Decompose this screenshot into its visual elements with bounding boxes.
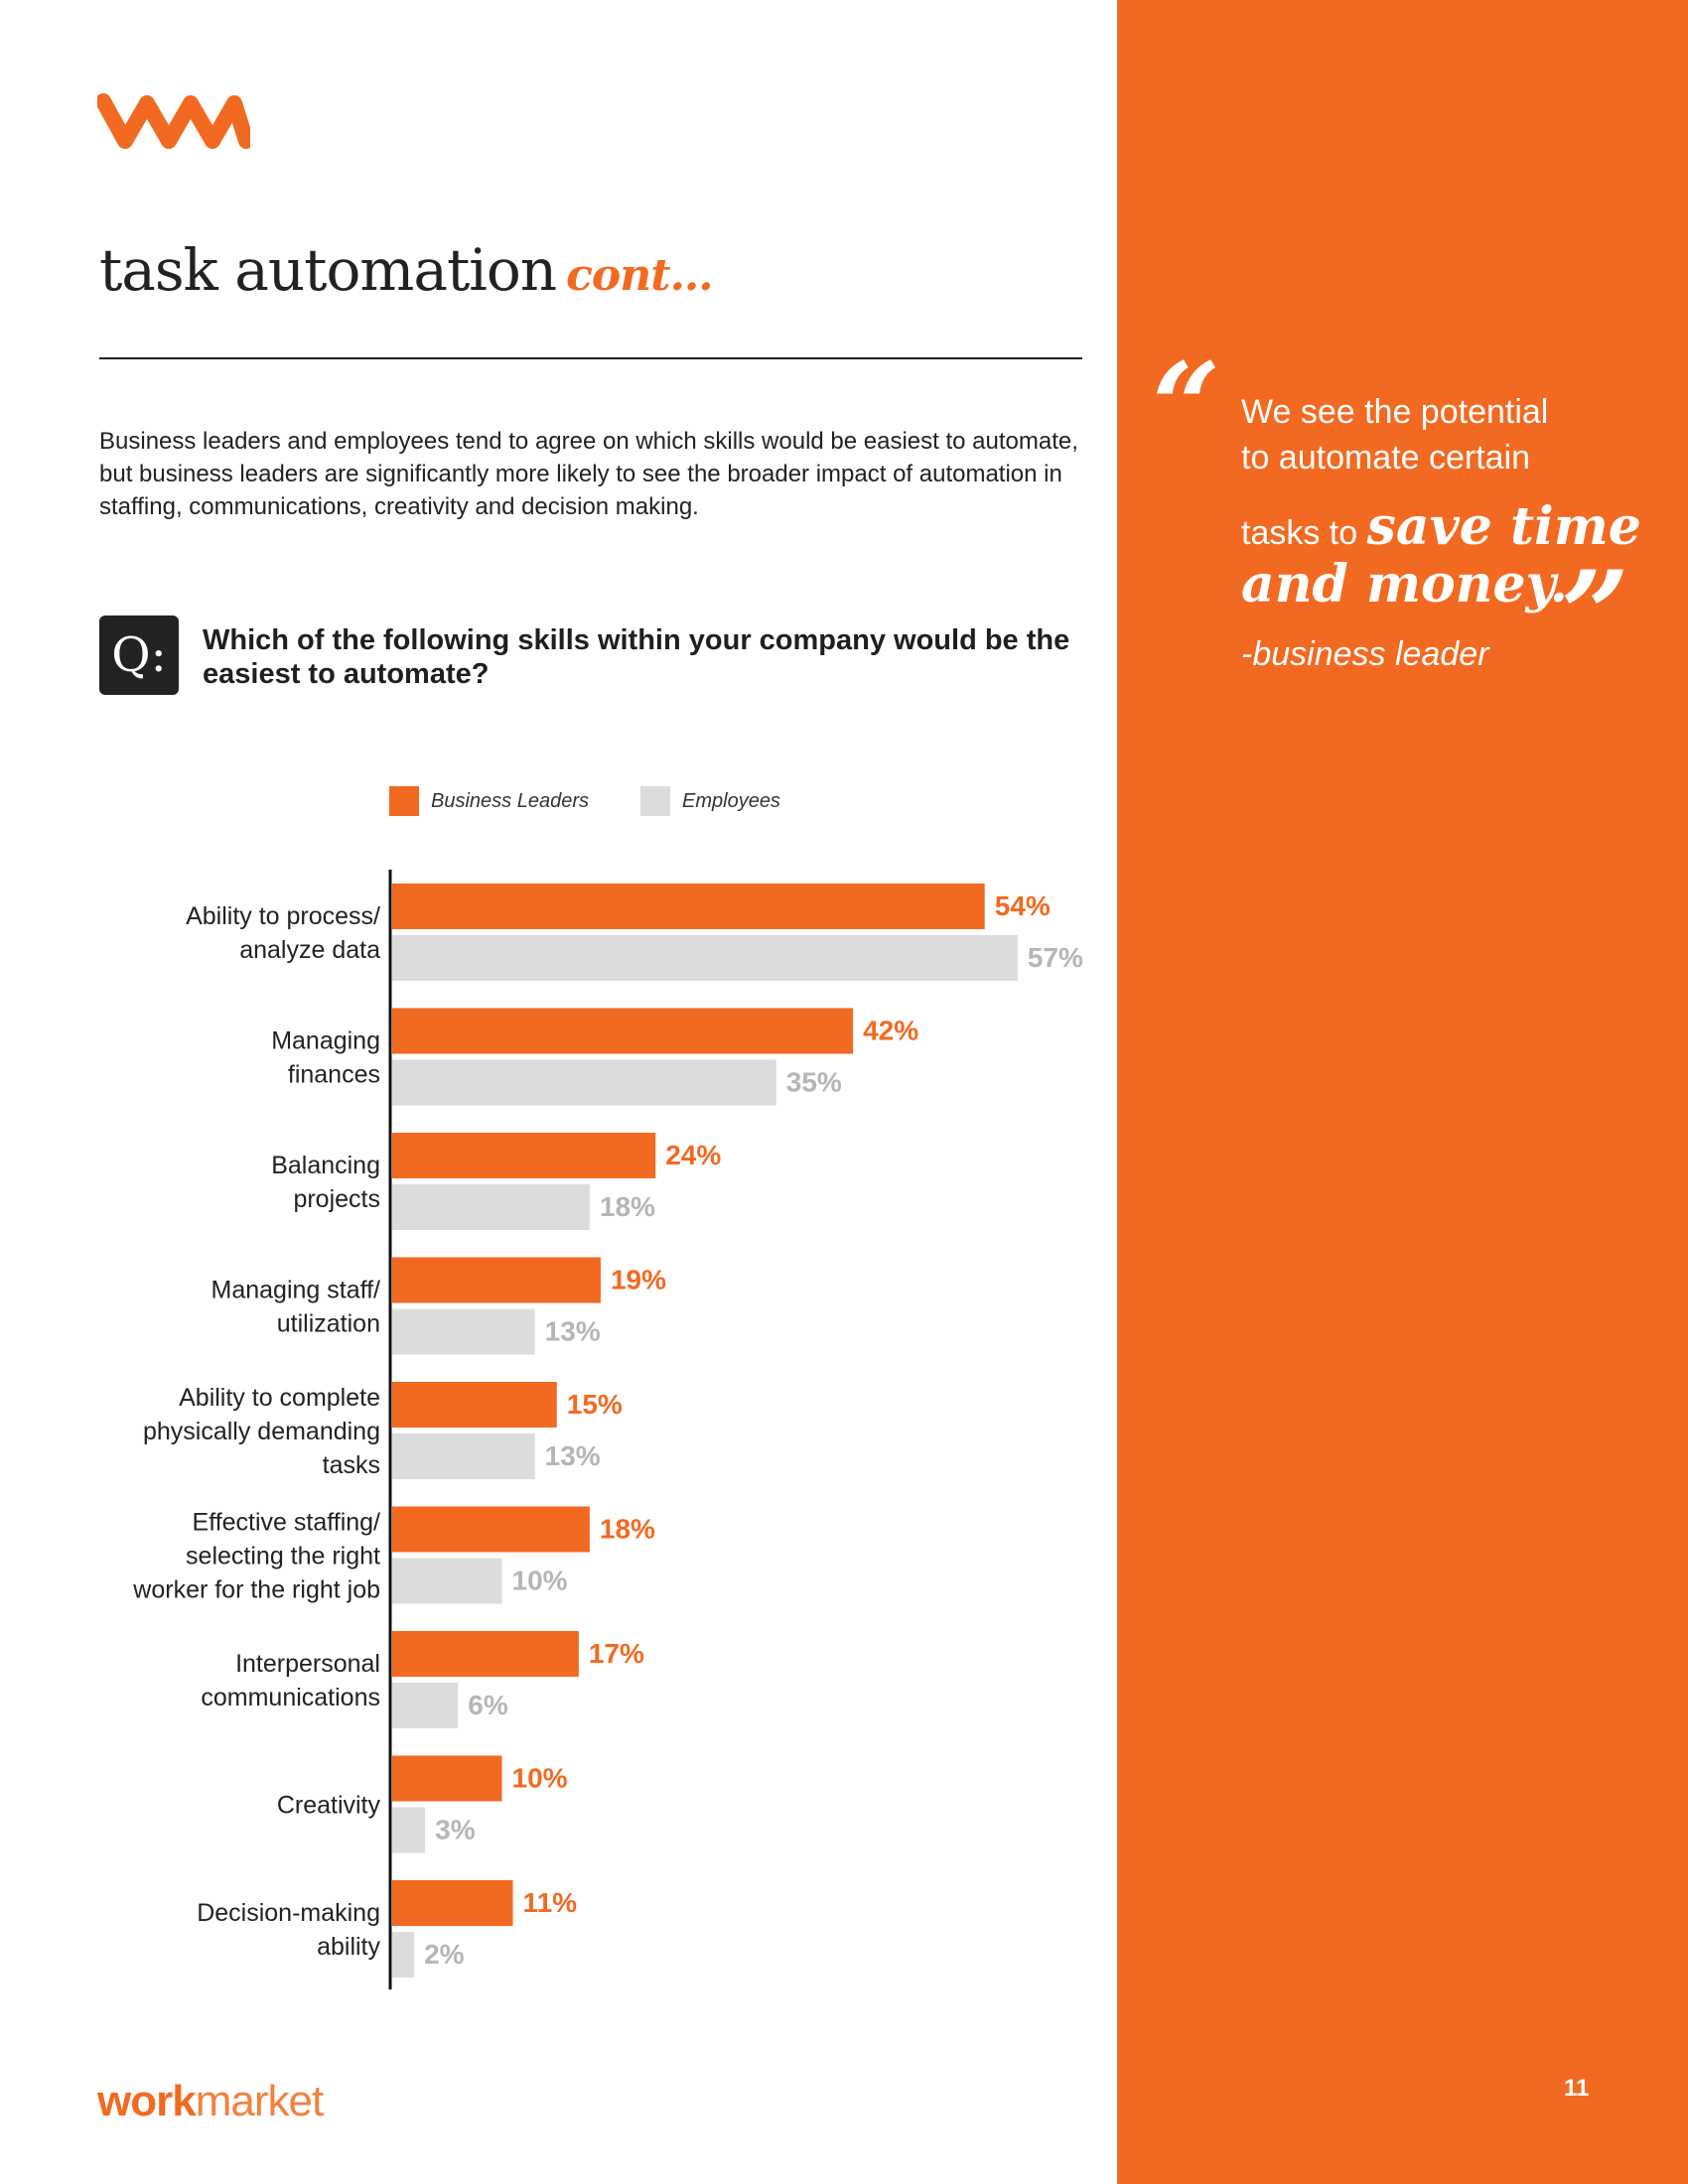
bar-business-leaders xyxy=(392,884,985,929)
category-label: Interpersonal xyxy=(235,1650,380,1678)
bar-employees xyxy=(392,1683,459,1728)
category-label: ability xyxy=(317,1933,380,1961)
data-label-employees: 13% xyxy=(545,1316,601,1347)
category-label: Creativity xyxy=(277,1792,381,1820)
legend-swatch-employees xyxy=(640,786,670,816)
bar-employees xyxy=(392,1932,415,1978)
data-label-employees: 2% xyxy=(424,1939,465,1970)
bar-business-leaders xyxy=(392,1755,502,1802)
data-label-business-leaders: 17% xyxy=(589,1638,644,1669)
close-quote-icon: ” xyxy=(1561,545,1630,685)
category-label: selecting the right xyxy=(186,1543,380,1570)
bar-business-leaders xyxy=(392,1257,601,1303)
legend-label-business-leaders: Business Leaders xyxy=(431,790,589,812)
category-label: Ability to process/ xyxy=(186,902,380,930)
quote-line-3-plain: tasks to xyxy=(1241,514,1358,552)
title-divider xyxy=(99,357,1082,359)
bar-employees xyxy=(392,1558,502,1604)
category-label: Effective staffing/ xyxy=(193,1509,381,1537)
quote-line-4: and money. xyxy=(1241,554,1568,614)
quote-line-3-script: save time xyxy=(1366,496,1641,557)
legend-label-employees: Employees xyxy=(682,790,780,812)
data-label-employees: 6% xyxy=(468,1690,508,1720)
bar-employees xyxy=(392,1308,535,1355)
quote-line-1: We see the potential xyxy=(1241,393,1549,431)
category-label: Decision-making xyxy=(197,1899,380,1927)
quote-attribution: -business leader xyxy=(1241,635,1489,673)
category-label: projects xyxy=(293,1185,380,1213)
bar-employees xyxy=(392,1807,426,1853)
open-quote-icon: “ xyxy=(1152,337,1221,477)
question-text: Which of the following skills within you… xyxy=(203,624,1070,690)
wm-logo-icon xyxy=(97,93,250,149)
category-label: tasks xyxy=(323,1451,380,1479)
data-label-business-leaders: 10% xyxy=(512,1763,568,1794)
bar-business-leaders xyxy=(392,1631,579,1677)
quote-line-2: to automate certain xyxy=(1241,439,1531,477)
category-label: analyze data xyxy=(239,936,380,964)
bar-employees xyxy=(392,1433,535,1479)
quote-line-4-script: and money. xyxy=(1241,554,1568,614)
data-label-business-leaders: 18% xyxy=(600,1514,655,1545)
quote-line-3: tasks to save time xyxy=(1241,496,1641,557)
bar-business-leaders xyxy=(392,1008,854,1054)
category-label: Managing xyxy=(271,1027,380,1055)
category-label: physically demanding xyxy=(143,1418,380,1445)
bar-business-leaders xyxy=(392,1506,590,1553)
bar-chart: 54% 57% Ability to process/analyze data 42%… xyxy=(132,870,1083,1989)
question-badge: Q: xyxy=(99,615,179,695)
data-label-business-leaders: 15% xyxy=(567,1389,623,1420)
data-label-business-leaders: 11% xyxy=(523,1887,578,1918)
data-label-business-leaders: 42% xyxy=(863,1016,918,1046)
orange-sidebar xyxy=(1117,0,1688,2184)
category-label: utilization xyxy=(277,1310,380,1338)
data-label-employees: 10% xyxy=(512,1566,568,1596)
intro-paragraph: Business leaders and employees tend to a… xyxy=(99,428,1078,520)
page-title: task automation cont... xyxy=(99,236,714,304)
workmarket-logo: workmarket xyxy=(97,2077,324,2126)
bar-employees xyxy=(392,1059,776,1106)
category-label: finances xyxy=(288,1061,380,1089)
bar-business-leaders xyxy=(392,1382,557,1428)
data-label-employees: 35% xyxy=(786,1067,842,1098)
category-label: Balancing xyxy=(271,1152,380,1179)
category-label: Managing staff/ xyxy=(211,1277,381,1304)
data-label-employees: 57% xyxy=(1028,942,1083,973)
bar-business-leaders xyxy=(392,1133,656,1178)
brand-bold: work xyxy=(97,2077,197,2125)
bar-employees xyxy=(392,935,1018,981)
title-suffix: cont... xyxy=(566,250,713,301)
legend-swatch-business-leaders xyxy=(389,786,419,816)
bar-employees xyxy=(392,1184,590,1230)
data-label-employees: 18% xyxy=(600,1191,655,1222)
data-label-employees: 3% xyxy=(435,1815,476,1845)
bar-business-leaders xyxy=(392,1880,513,1926)
category-label: worker for the right job xyxy=(132,1576,380,1604)
title-main: task automation xyxy=(99,236,557,304)
page-number: 11 xyxy=(1564,2075,1590,2102)
category-label: communications xyxy=(201,1684,380,1711)
data-label-employees: 13% xyxy=(545,1440,601,1471)
data-label-business-leaders: 19% xyxy=(611,1265,666,1296)
category-label: Ability to complete xyxy=(179,1384,380,1412)
brand-light: market xyxy=(195,2077,324,2125)
data-label-business-leaders: 54% xyxy=(995,890,1051,921)
data-label-business-leaders: 24% xyxy=(665,1140,721,1170)
